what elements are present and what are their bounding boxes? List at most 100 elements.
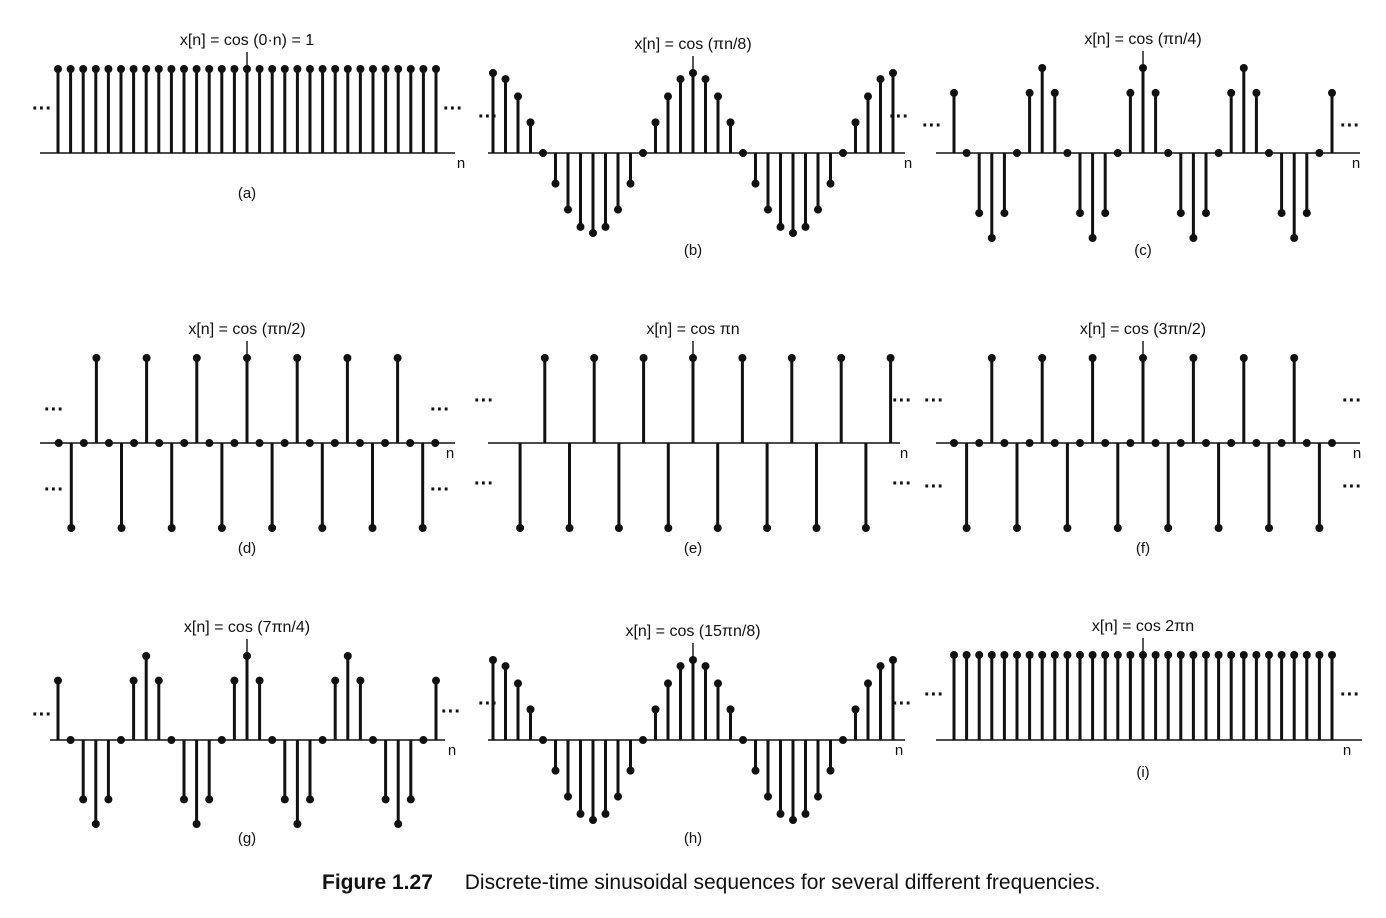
- sample-point: [130, 439, 139, 447]
- sample-point: [79, 65, 88, 73]
- continuation-left: ···: [922, 115, 942, 137]
- sample-point: [1239, 354, 1248, 362]
- sample-point: [356, 676, 365, 685]
- sample-point: [489, 656, 497, 664]
- sample-point: [864, 679, 872, 688]
- sample-point: [713, 524, 722, 532]
- sample-point: [1013, 651, 1021, 659]
- axis-label-n: n: [446, 445, 454, 462]
- continuation-right: ···: [1342, 390, 1362, 412]
- sample-point: [66, 736, 75, 744]
- sample-point: [614, 524, 623, 532]
- sample-point: [117, 65, 125, 73]
- sample-point: [764, 205, 772, 214]
- sample-point: [837, 354, 846, 362]
- sample-point: [1290, 354, 1299, 362]
- sample-point: [1151, 439, 1160, 447]
- sample-point: [1113, 524, 1122, 532]
- stem-plot-b: x[n] = cos (πn/8) n ··· ··· (b): [478, 36, 912, 259]
- sample-point: [801, 222, 810, 231]
- sample-point: [180, 795, 188, 804]
- sample-point: [639, 354, 648, 362]
- sample-point: [714, 92, 722, 101]
- sample-point: [1151, 88, 1160, 97]
- sample-point: [1113, 651, 1122, 659]
- sample-point: [886, 354, 895, 362]
- panel-title: x[n] = cos 2πn: [1092, 618, 1194, 635]
- sample-point: [167, 524, 176, 532]
- sample-point: [651, 705, 660, 714]
- axis-label-n: n: [900, 445, 908, 462]
- sample-point: [1088, 651, 1097, 659]
- sample-point: [1176, 651, 1185, 659]
- sample-point: [306, 795, 314, 804]
- sample-point: [564, 792, 572, 801]
- continuation-left: ···: [924, 684, 944, 706]
- sample-point: [1239, 651, 1248, 659]
- panel-label: (f): [1136, 540, 1150, 557]
- sample-point: [1076, 209, 1084, 218]
- sample-point: [1328, 88, 1336, 97]
- sample-point: [293, 820, 302, 828]
- sample-point: [91, 65, 100, 73]
- sample-point: [1076, 651, 1084, 659]
- sample-point: [1265, 149, 1273, 157]
- sample-point: [129, 676, 138, 685]
- sample-point: [1214, 651, 1223, 659]
- sample-point: [664, 524, 673, 532]
- sample-point: [776, 222, 785, 231]
- sample-point: [1113, 149, 1122, 157]
- sample-point: [1189, 651, 1198, 659]
- sample-point: [1164, 149, 1173, 157]
- sample-point: [812, 524, 821, 532]
- sample-point: [268, 736, 277, 744]
- sample-point: [293, 65, 302, 73]
- sample-point: [739, 149, 747, 157]
- sample-point: [651, 118, 660, 127]
- panel-label: (c): [1134, 242, 1152, 259]
- sample-point: [79, 439, 88, 447]
- sample-point: [142, 652, 151, 660]
- axis-label-n: n: [895, 742, 903, 759]
- sample-point: [526, 705, 535, 714]
- sample-point: [514, 679, 522, 688]
- sample-point: [432, 65, 440, 73]
- panel-title: x[n] = cos (πn/8): [634, 36, 751, 53]
- sample-point: [950, 651, 958, 659]
- sample-point: [217, 736, 226, 744]
- sample-point: [1063, 651, 1072, 659]
- sample-point: [1176, 209, 1185, 218]
- sample-point: [801, 809, 810, 818]
- sample-point: [962, 149, 971, 157]
- continuation-right-lower: ···: [892, 473, 912, 495]
- panel-label: (a): [238, 185, 256, 202]
- sample-point: [318, 65, 327, 73]
- sample-point: [565, 524, 574, 532]
- sample-point: [255, 65, 264, 73]
- continuation-left: ···: [32, 704, 52, 726]
- sample-point: [393, 354, 402, 362]
- sample-point: [255, 439, 264, 447]
- sample-point: [117, 736, 125, 744]
- sample-point: [789, 229, 797, 237]
- sample-point: [293, 354, 302, 362]
- sample-point: [626, 766, 635, 775]
- continuation-right: ···: [430, 399, 450, 421]
- sample-point: [501, 75, 510, 84]
- sample-point: [601, 809, 610, 818]
- panel-label: (e): [684, 540, 702, 557]
- sample-point: [192, 65, 201, 73]
- sample-point: [1277, 651, 1286, 659]
- axis-label-n: n: [448, 742, 456, 759]
- sample-point: [701, 662, 710, 671]
- sample-point: [789, 816, 797, 824]
- panel-title: x[n] = cos πn: [646, 321, 739, 338]
- continuation-left-lower: ···: [474, 473, 494, 495]
- sample-point: [1252, 651, 1261, 659]
- continuation-left: ···: [32, 98, 52, 120]
- sample-point: [1164, 524, 1173, 532]
- continuation-right: ···: [1340, 115, 1360, 137]
- axis-label-n: n: [1343, 742, 1351, 759]
- panel-label: (g): [238, 830, 256, 847]
- sample-point: [1227, 88, 1236, 97]
